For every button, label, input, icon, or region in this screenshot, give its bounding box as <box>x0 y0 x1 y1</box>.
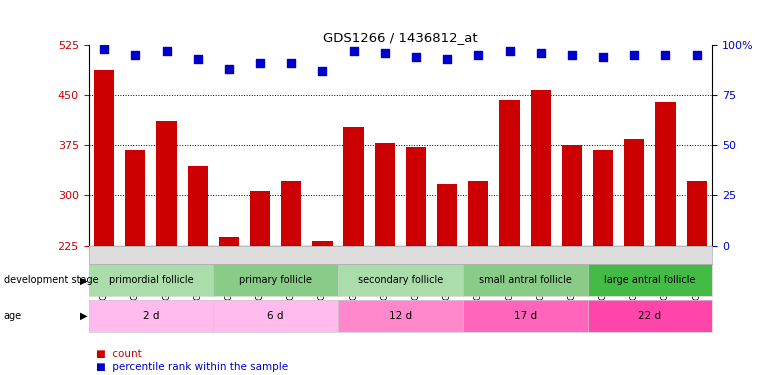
Bar <box>624 139 644 246</box>
Text: primary follicle: primary follicle <box>239 275 312 285</box>
Text: secondary follicle: secondary follicle <box>358 275 443 285</box>
Point <box>285 60 297 66</box>
Bar <box>94 70 114 246</box>
Text: 12 d: 12 d <box>389 311 412 321</box>
Bar <box>343 127 363 246</box>
Bar <box>468 181 488 246</box>
Text: primordial follicle: primordial follicle <box>109 275 193 285</box>
Point <box>254 60 266 66</box>
Text: 2 d: 2 d <box>142 311 159 321</box>
Bar <box>406 147 426 246</box>
Bar <box>531 90 551 246</box>
Bar <box>188 166 208 246</box>
Point <box>472 52 484 58</box>
Bar <box>281 181 301 246</box>
Bar <box>126 150 146 246</box>
Point <box>98 46 110 52</box>
Point <box>628 52 641 58</box>
Bar <box>250 191 270 246</box>
Bar <box>562 145 582 246</box>
Text: small antral follicle: small antral follicle <box>479 275 571 285</box>
Text: 6 d: 6 d <box>267 311 284 321</box>
Bar <box>375 143 395 246</box>
Point <box>691 52 703 58</box>
Point <box>566 52 578 58</box>
Point <box>379 50 391 56</box>
Text: age: age <box>4 311 22 321</box>
Bar <box>437 184 457 246</box>
Point <box>534 50 547 56</box>
Text: large antral follicle: large antral follicle <box>604 275 695 285</box>
Text: ■  count: ■ count <box>96 350 142 359</box>
Point <box>192 56 204 62</box>
Text: development stage: development stage <box>4 275 99 285</box>
Bar <box>593 150 613 246</box>
Point <box>347 48 360 54</box>
Bar <box>655 102 675 246</box>
Point <box>441 56 454 62</box>
Text: 17 d: 17 d <box>514 311 537 321</box>
Title: GDS1266 / 1436812_at: GDS1266 / 1436812_at <box>323 31 477 44</box>
Bar <box>313 241 333 246</box>
Bar <box>500 100 520 246</box>
Point <box>223 66 235 72</box>
Text: 22 d: 22 d <box>638 311 661 321</box>
Point <box>410 54 422 60</box>
Point <box>160 48 172 54</box>
Text: ■  percentile rank within the sample: ■ percentile rank within the sample <box>96 363 289 372</box>
Bar <box>219 237 239 246</box>
Point <box>597 54 609 60</box>
Point <box>659 52 671 58</box>
Bar <box>687 181 707 246</box>
Point <box>129 52 142 58</box>
Bar <box>156 121 176 246</box>
Point <box>316 68 329 74</box>
Point <box>504 48 516 54</box>
Text: ▶: ▶ <box>80 275 88 285</box>
Text: ▶: ▶ <box>80 311 88 321</box>
